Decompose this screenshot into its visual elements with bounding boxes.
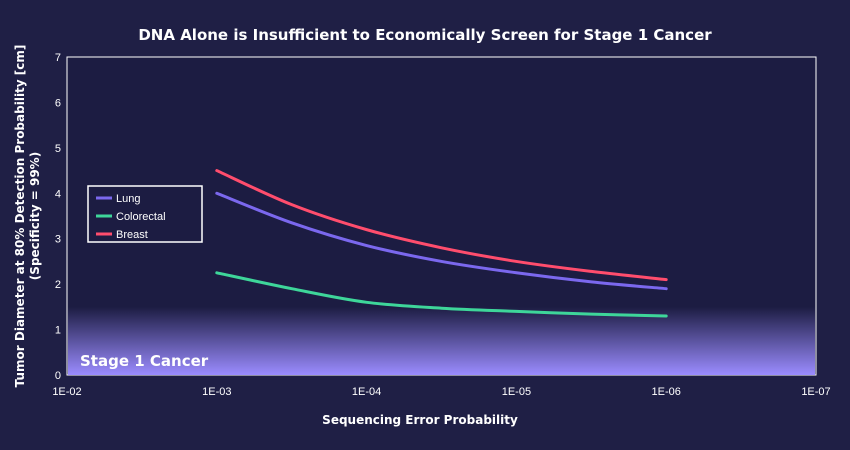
y-tick-label: 6 — [55, 97, 61, 109]
series-group — [215, 169, 668, 318]
x-tick-label: 1E-02 — [52, 386, 81, 398]
y-axis-title-group: Tumor Diameter at 80% Detection Probabil… — [13, 45, 42, 388]
y-tick-label: 2 — [55, 279, 61, 291]
x-tick-label: 1E-03 — [202, 386, 231, 398]
chart-title: DNA Alone is Insufficient to Economicall… — [138, 26, 712, 44]
legend-label-colorectal: Colorectal — [116, 211, 166, 223]
y-axis-title-line2: (Specificity = 99%) — [28, 152, 42, 280]
series-line-colorectal — [215, 271, 668, 318]
x-tick-label: 1E-05 — [502, 386, 531, 398]
y-tick-label: 1 — [55, 325, 61, 337]
y-tick-label: 3 — [55, 234, 61, 246]
y-axis-title-line1: Tumor Diameter at 80% Detection Probabil… — [13, 45, 27, 388]
y-tick-label: 5 — [55, 143, 61, 155]
legend: Lung Colorectal Breast — [87, 185, 203, 243]
y-tick-label: 7 — [55, 52, 61, 64]
series-line-lung — [215, 191, 668, 291]
legend-items: Lung Colorectal Breast — [96, 193, 166, 241]
x-tick-label: 1E-04 — [352, 386, 381, 398]
series-line-breast — [215, 169, 668, 282]
x-tick-label: 1E-07 — [801, 386, 830, 398]
y-tick-label: 0 — [55, 370, 61, 382]
stage1-band-label: Stage 1 Cancer — [80, 352, 209, 370]
x-axis-ticks: 1E-02 1E-03 1E-04 1E-05 1E-06 1E-07 — [52, 386, 830, 398]
y-axis-ticks: 0 1 2 3 4 5 6 7 — [55, 52, 61, 382]
y-tick-label: 4 — [55, 188, 61, 200]
x-tick-label: 1E-06 — [652, 386, 681, 398]
stage1-band — [68, 306, 815, 375]
x-axis-title: Sequencing Error Probability — [322, 413, 518, 427]
legend-label-breast: Breast — [116, 229, 148, 241]
legend-label-lung: Lung — [116, 193, 140, 205]
